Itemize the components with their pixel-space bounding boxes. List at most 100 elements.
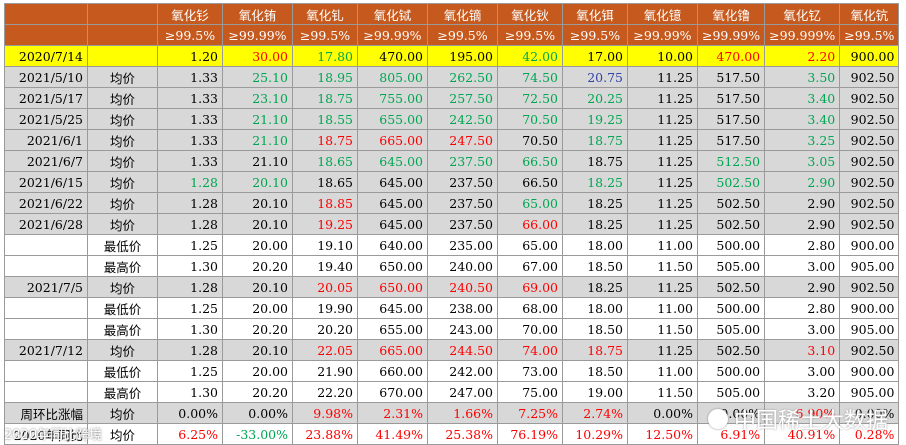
price-cell: 70.00 <box>497 318 563 340</box>
price-cell: 195.00 <box>427 45 498 67</box>
price-cell: 247.50 <box>427 129 498 151</box>
price-type-cell: 最低价 <box>87 234 158 256</box>
table-row: 最高价 1.30 20.20 19.40 650.00 240.00 67.00 18.50 1… <box>4 255 900 277</box>
price-cell: 7.25% <box>497 402 563 424</box>
price-cell: 65.00 <box>497 192 563 214</box>
header-cell: ≥99.5% <box>497 24 563 46</box>
price-cell: 645.00 <box>357 192 428 214</box>
price-cell: 1.25 <box>157 360 223 382</box>
price-type-cell: 均价 <box>87 150 158 172</box>
price-cell: 10.00 <box>627 45 698 67</box>
price-cell: 902.50 <box>839 276 900 298</box>
table-row: 最高价 1.30 20.20 20.20 655.00 243.00 70.00 18.50 1… <box>4 318 900 340</box>
price-cell: 0.28% <box>839 423 900 445</box>
price-cell: 21.10 <box>222 150 293 172</box>
price-cell: 645.00 <box>357 171 428 193</box>
price-cell: 18.75 <box>292 129 358 151</box>
date-cell: 2021/6/15 <box>4 171 88 193</box>
price-cell: 25.38% <box>427 423 498 445</box>
header-cell: 氧化铽 <box>357 3 428 25</box>
header-row-purity: ≥99.5% ≥99.99% ≥99.5% ≥99.99% ≥99.5% ≥99.5% ≥9… <box>4 24 900 46</box>
price-cell: 18.25 <box>562 192 628 214</box>
table-row: 2021/6/7 均价 1.33 21.10 18.65 645.00 237.50 66.5… <box>4 150 900 172</box>
price-cell: 6.91% <box>696 423 766 445</box>
price-cell: 20.05 <box>292 276 358 298</box>
price-cell: 11.25 <box>627 339 698 361</box>
header-blank-cell <box>87 24 158 46</box>
price-cell: 2.90 <box>764 192 841 214</box>
price-cell: 3.00 <box>764 318 841 340</box>
price-cell: 0.00% <box>157 402 223 424</box>
price-type-cell: 均价 <box>87 213 158 235</box>
price-cell: 73.00 <box>497 360 563 382</box>
table-row: 2021/6/28 均价 1.28 20.10 19.25 645.00 237.50 66.… <box>4 213 900 235</box>
price-cell: 0.00% <box>627 402 698 424</box>
watermark: 中国稀土大数据 <box>707 403 888 435</box>
price-cell: 902.50 <box>839 192 900 214</box>
table-row: 2020年同比 均价 6.25% -33.00% 23.88% 41.49% 25.38% 7… <box>4 423 900 445</box>
price-type-cell: 均价 <box>87 171 158 193</box>
header-cell: ≥99.99% <box>627 24 698 46</box>
price-cell: 66.00 <box>497 213 563 235</box>
price-cell: 12.50% <box>627 423 698 445</box>
price-cell: 645.00 <box>357 297 428 319</box>
date-cell: 2021/6/28 <box>4 213 88 235</box>
price-cell: 262.50 <box>427 66 498 88</box>
table-row: 2020/7/14 1.20 30.00 17.80 470.00 195.00 42.00… <box>4 45 900 67</box>
price-cell: 902.50 <box>839 213 900 235</box>
price-cell: 665.00 <box>357 339 428 361</box>
price-cell: 20.10 <box>222 339 293 361</box>
price-cell: 905.00 <box>839 318 900 340</box>
price-cell: 3.00 <box>764 255 841 277</box>
price-cell: 500.00 <box>696 234 766 256</box>
price-cell: 517.50 <box>696 66 766 88</box>
header-cell: ≥99.5% <box>427 24 498 46</box>
price-cell: 1.33 <box>157 87 223 109</box>
price-cell: 505.00 <box>696 318 766 340</box>
header-cell: 氧化钆 <box>292 3 358 25</box>
price-cell: 1.28 <box>157 192 223 214</box>
date-cell <box>4 360 88 382</box>
price-cell: 10.29% <box>562 423 628 445</box>
header-cell: ≥99.5% <box>157 24 223 46</box>
table-row: 2021/6/15 均价 1.28 20.10 18.65 645.00 237.50 66.… <box>4 171 900 193</box>
date-cell: 周环比涨幅 <box>4 402 88 424</box>
rare-earth-price-table: 氧化钐 氧化铕 氧化钆 氧化铽 氧化镝 氧化钬 氧化铒 氧化镱 氧化镥 氧化钇 氧化钪 ≥99.5% ≥… <box>4 3 900 445</box>
price-cell: 900.00 <box>839 360 900 382</box>
price-cell: 18.50 <box>562 255 628 277</box>
price-cell: 18.25 <box>562 171 628 193</box>
price-cell: 22.20 <box>292 381 358 403</box>
header-blank-cell <box>4 3 88 25</box>
price-cell: 650.00 <box>357 255 428 277</box>
price-cell: 805.00 <box>357 66 428 88</box>
price-cell: 237.50 <box>427 171 498 193</box>
date-cell <box>4 381 88 403</box>
price-cell: 20.10 <box>222 276 293 298</box>
price-cell: 20.00 <box>222 297 293 319</box>
price-cell: 19.25 <box>292 213 358 235</box>
price-cell: 30.00 <box>222 45 293 67</box>
header-cell: ≥99.5% <box>292 24 358 46</box>
price-type-cell: 最高价 <box>87 255 158 277</box>
table-row: 2021/5/17 均价 1.33 23.10 18.75 755.00 257.50 72.… <box>4 87 900 109</box>
price-cell: 75.00 <box>497 381 563 403</box>
price-cell: 2.20 <box>764 45 841 67</box>
price-cell: 1.33 <box>157 150 223 172</box>
price-cell: 505.00 <box>696 255 766 277</box>
price-cell: 19.25 <box>562 108 628 130</box>
date-cell: 2021/5/25 <box>4 108 88 130</box>
price-cell: 650.00 <box>357 276 428 298</box>
price-cell: 19.40 <box>292 255 358 277</box>
date-cell: 2021/5/10 <box>4 66 88 88</box>
price-cell: 20.20 <box>222 318 293 340</box>
price-cell: 242.00 <box>427 360 498 382</box>
price-cell: 2.90 <box>764 276 841 298</box>
header-blank-cell <box>4 24 88 46</box>
price-cell: 70.50 <box>497 108 563 130</box>
watermark-text: 中国稀土大数据 <box>733 409 888 434</box>
price-cell: -33.00% <box>222 423 293 445</box>
header-cell: 氧化钇 <box>764 3 841 25</box>
price-cell: 11.50 <box>627 381 698 403</box>
corner-stamp: 2020年同比跨境 <box>4 428 103 443</box>
price-cell: 3.20 <box>764 381 841 403</box>
